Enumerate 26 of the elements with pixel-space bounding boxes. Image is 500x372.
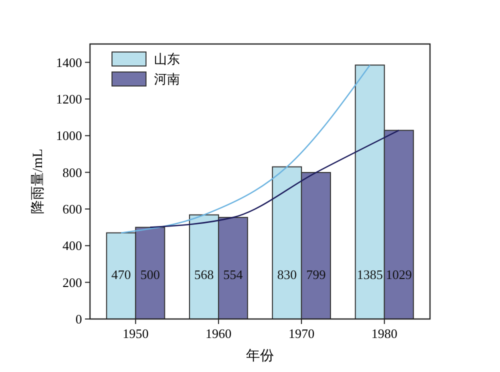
data-label: 799 xyxy=(306,267,326,282)
y-tick-label: 1000 xyxy=(56,128,82,144)
y-tick-label: 600 xyxy=(62,202,82,217)
line-series xyxy=(120,64,371,234)
y-tick-label: 400 xyxy=(62,238,82,254)
data-label: 470 xyxy=(111,267,131,282)
x-tick-label: 1980 xyxy=(371,326,398,341)
x-axis-title: 年份 xyxy=(246,348,274,364)
x-tick-label: 1960 xyxy=(206,326,232,341)
data-label: 830 xyxy=(277,267,297,282)
data-label: 500 xyxy=(140,267,160,282)
x-tick-label: 1950 xyxy=(122,326,149,341)
legend-label: 山东 xyxy=(154,52,180,67)
legend-label: 河南 xyxy=(154,72,180,87)
y-tick-label: 800 xyxy=(62,164,82,180)
data-label: 1029 xyxy=(386,267,412,282)
data-label: 1385 xyxy=(356,267,383,282)
y-tick-label: 1400 xyxy=(56,54,82,70)
y-tick-label: 1200 xyxy=(56,92,82,107)
data-label: 568 xyxy=(194,267,214,282)
x-tick-label: 1970 xyxy=(288,326,314,341)
y-tick-label: 0 xyxy=(76,312,82,327)
y-tick-label: 200 xyxy=(62,274,82,290)
line-series xyxy=(149,130,400,228)
y-axis-title: 降雨量/mL xyxy=(30,148,46,214)
data-label: 554 xyxy=(223,267,244,282)
